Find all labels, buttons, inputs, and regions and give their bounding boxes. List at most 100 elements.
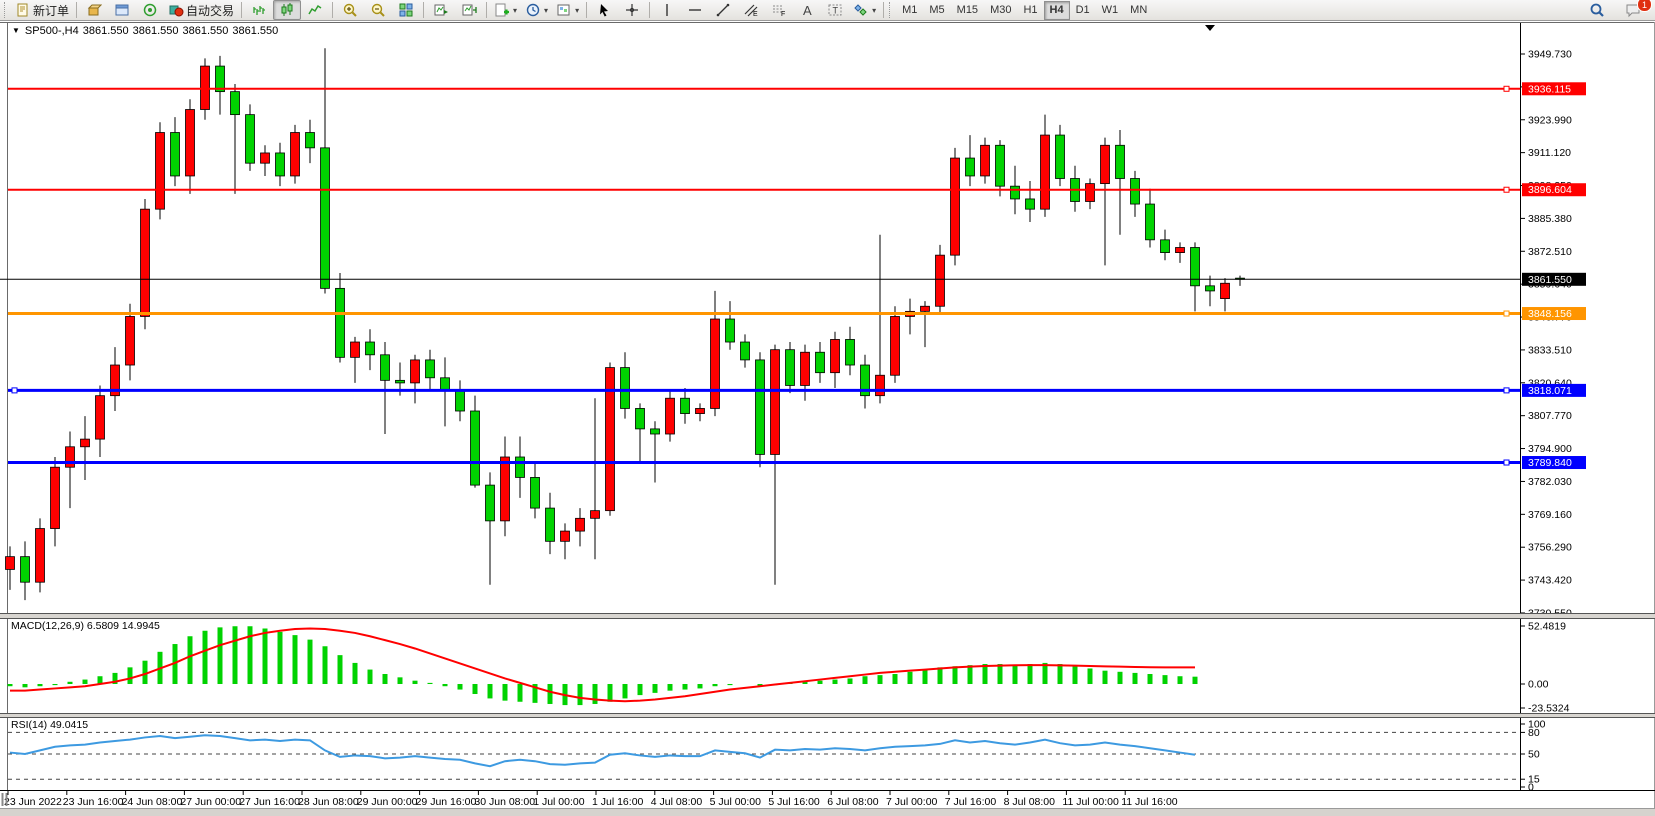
market-watch-button[interactable] — [80, 0, 108, 20]
candle-body — [920, 305, 930, 312]
toolbar-separator — [883, 2, 885, 18]
cube-icon — [87, 4, 103, 16]
tile-windows-button[interactable] — [392, 0, 420, 20]
toolbar-separator — [649, 2, 651, 18]
data-window-button[interactable] — [108, 0, 136, 20]
timeframe-w1-button[interactable]: W1 — [1101, 4, 1119, 16]
zoom-in-button[interactable] — [336, 0, 364, 20]
crosshair-button[interactable] — [618, 0, 646, 20]
dropdown-arrow-icon[interactable]: ▾ — [544, 5, 549, 15]
macd-signal-line — [10, 627, 1196, 703]
auto-trading-button[interactable]: 自动交易 — [164, 0, 238, 20]
dropdown-arrow-icon[interactable]: ▾ — [872, 5, 877, 15]
rsi-axis-tick: 15 — [1528, 774, 1540, 786]
candlestick-chart-button[interactable] — [273, 0, 302, 20]
timeframe-m30-button[interactable]: M30 — [990, 4, 1012, 16]
time-axis-label: 27 Jun 00:00 — [180, 796, 241, 808]
timeframe-h1-button[interactable]: H1 — [1023, 4, 1038, 16]
auto-scroll-button[interactable] — [427, 0, 455, 20]
candle-body — [35, 528, 45, 583]
svg-text:3848.156: 3848.156 — [1528, 308, 1572, 320]
timeframe-h4-button[interactable]: H4 — [1043, 0, 1070, 20]
timeframe-m1-button[interactable]: M1 — [902, 4, 918, 16]
line-handle[interactable] — [11, 387, 18, 394]
candle-body — [875, 374, 885, 397]
candle-body — [1085, 183, 1095, 202]
candle-body — [995, 144, 1005, 187]
arrows-button[interactable]: ▾ — [849, 0, 880, 20]
chart-canvas[interactable]: 3949.7303936.8603923.9903911.1203898.250… — [0, 22, 1655, 816]
line-handle[interactable] — [1503, 387, 1510, 394]
candle-body — [410, 359, 420, 384]
symbol-period-label: SP500-,H4 — [24, 25, 79, 37]
crosshair-icon — [626, 4, 639, 16]
fibonacci-button[interactable]: F — [765, 0, 793, 20]
candle-body — [80, 438, 90, 448]
chart-shift-marker[interactable] — [1205, 25, 1215, 31]
symbol-dropdown-icon[interactable]: ▼ — [12, 26, 20, 35]
toolbar-separator — [76, 2, 78, 18]
vertical-line-button[interactable] — [653, 0, 681, 20]
status-bar — [0, 808, 1655, 816]
toolbar-grip — [889, 2, 894, 18]
price-axis-tick: 3782.030 — [1528, 476, 1572, 488]
templates-button[interactable]: ▾ — [552, 0, 583, 20]
candle-body — [305, 132, 315, 149]
macd-axis-tick: -23.5324 — [1528, 703, 1570, 715]
candle-body — [290, 132, 300, 177]
line-handle[interactable] — [1503, 459, 1510, 466]
line-handle[interactable] — [1503, 186, 1510, 193]
candle-body — [425, 359, 435, 379]
dropdown-arrow-icon[interactable]: ▾ — [513, 5, 518, 15]
line-handle[interactable] — [1503, 310, 1510, 317]
text-label-button[interactable]: T — [821, 0, 849, 20]
candle-body — [950, 157, 960, 256]
candle-body — [1175, 247, 1185, 254]
quote-close: 3861.550 — [232, 25, 279, 37]
horizontal-line-button[interactable] — [681, 0, 709, 20]
search-icon — [1590, 3, 1604, 17]
candle-body — [740, 341, 750, 361]
timeframe-m5-button[interactable]: M5 — [929, 4, 945, 16]
toolbar: 新订单 自动交易 ▾ ▾ ▾ E F A T ▾ M1 M5 M15 M30 H1 H4 D1 W1 MN 1 — [0, 0, 1655, 21]
chart-shift-button[interactable] — [455, 0, 483, 20]
candle-body — [1115, 144, 1125, 179]
equidistant-channel-button[interactable]: E — [737, 0, 765, 20]
search-button[interactable] — [1583, 0, 1611, 20]
panel-splitter[interactable] — [0, 614, 1655, 618]
toolbar-separator — [486, 2, 488, 18]
zoom-out-button[interactable] — [364, 0, 392, 20]
notifications-button[interactable]: 1 — [1619, 0, 1652, 20]
candles-icon — [281, 3, 293, 16]
candle-body — [1010, 185, 1020, 200]
line-chart-button[interactable] — [301, 0, 329, 20]
neworder-icon — [17, 3, 28, 17]
trendline-button[interactable] — [709, 0, 737, 20]
dropdown-arrow-icon[interactable]: ▾ — [575, 5, 580, 15]
line-handle[interactable] — [1503, 85, 1510, 92]
indicators-button[interactable]: ▾ — [490, 0, 521, 20]
timeframe-mn-button[interactable]: MN — [1130, 4, 1148, 16]
svg-text:E: E — [753, 11, 758, 18]
new-order-button[interactable]: 新订单 — [11, 0, 73, 20]
candle-body — [65, 446, 75, 468]
timeframe-m15-button[interactable]: M15 — [956, 4, 979, 16]
rsi-axis-tick: 50 — [1528, 749, 1540, 761]
panel-splitter[interactable] — [0, 714, 1655, 718]
rsi-axis-tick: 0 — [1528, 782, 1534, 794]
fibo-icon: F — [773, 5, 785, 18]
navigator-button[interactable] — [136, 0, 164, 20]
linechart-icon — [308, 4, 322, 15]
shapes-icon — [854, 4, 867, 16]
bar-chart-button[interactable] — [245, 0, 273, 20]
candle-body — [710, 318, 720, 409]
time-axis-label: 29 Jun 00:00 — [357, 796, 418, 808]
text-button[interactable]: A — [793, 0, 821, 20]
periods-button[interactable]: ▾ — [521, 0, 552, 20]
timeframe-d1-button[interactable]: D1 — [1075, 4, 1090, 16]
svg-text:A: A — [803, 3, 812, 18]
cursor-button[interactable] — [590, 0, 618, 20]
price-axis-tick: 3743.420 — [1528, 575, 1572, 587]
toolbar-separator — [423, 2, 425, 18]
time-axis-label: 8 Jul 08:00 — [1004, 796, 1056, 808]
